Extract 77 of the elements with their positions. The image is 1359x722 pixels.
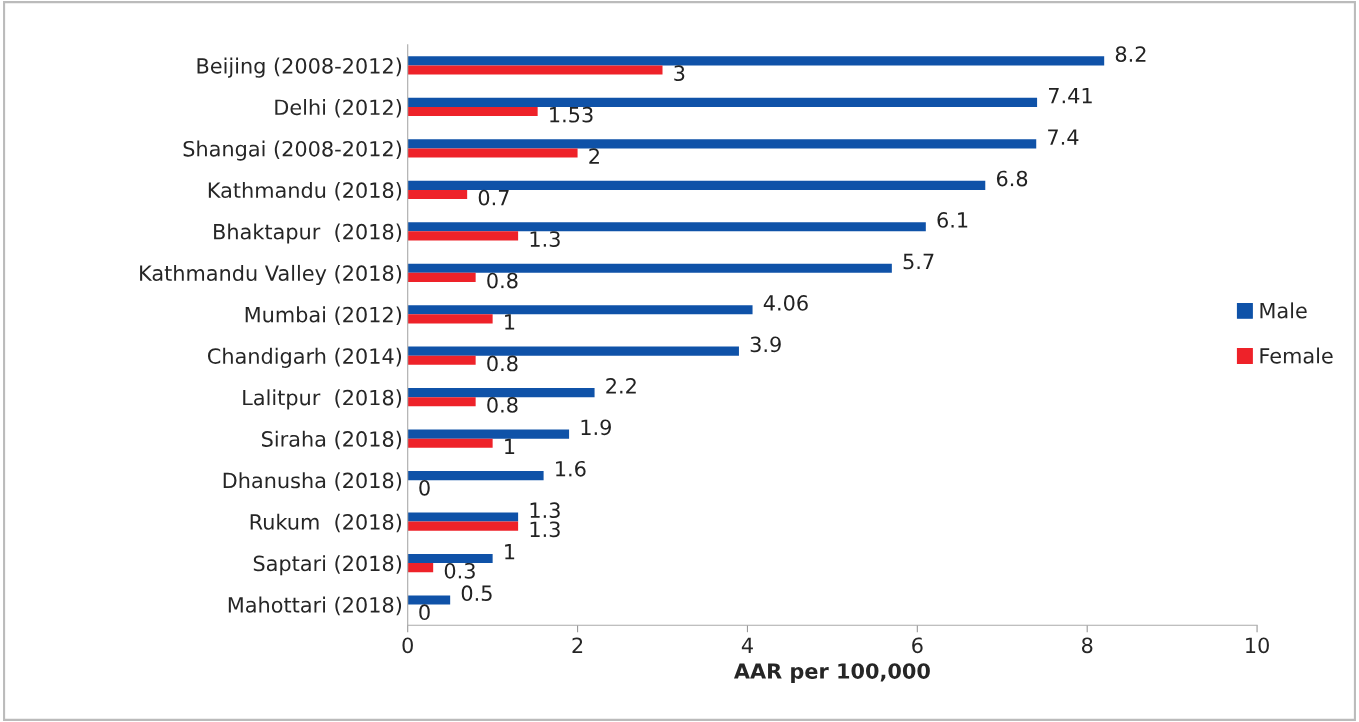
x-tick-label: 8 [1081, 637, 1093, 654]
bar [407, 148, 578, 158]
data-label: 0.5 [461, 585, 492, 602]
bar [407, 563, 434, 573]
data-label: 1 [505, 314, 515, 330]
y-tick-label: Lalitpur (2018) [243, 389, 402, 410]
data-label: 0.8 [487, 397, 518, 413]
y-tick-label: Mahottari (2018) [228, 596, 402, 616]
x-tick-label: 0 [402, 637, 413, 654]
data-label: 0.7 [478, 189, 509, 206]
y-tick-label: Siraha (2018) [262, 430, 402, 450]
data-label: 4.06 [763, 295, 808, 311]
bar [407, 65, 663, 75]
bar [407, 429, 570, 439]
bar [407, 139, 1037, 149]
data-label: 8.2 [1115, 46, 1146, 62]
bar [407, 222, 926, 232]
data-label: 1.53 [550, 106, 593, 123]
data-label: 5.7 [903, 253, 934, 270]
bar [407, 397, 476, 407]
data-label: 2 [589, 148, 599, 164]
data-label: 2.2 [606, 377, 636, 394]
bar [407, 231, 519, 241]
y-tick-label: Mumbai (2012) [245, 306, 402, 325]
x-axis-title: AAR per 100,000 [733, 663, 930, 683]
bar [407, 106, 538, 117]
data-label: 1 [505, 438, 515, 454]
bar [407, 388, 595, 398]
data-label: 0 [419, 479, 430, 496]
legend-label: Male [1260, 302, 1307, 319]
data-label: 0 [419, 604, 430, 621]
data-label: 6.8 [996, 170, 1028, 187]
x-tick-label: 10 [1246, 637, 1269, 654]
y-tick-label: Bhaktapur (2018) [214, 223, 402, 244]
data-label: 3 [674, 65, 685, 82]
bar [407, 189, 468, 200]
bar [407, 471, 544, 481]
y-tick-label: Chandigarh (2014) [207, 347, 402, 368]
y-tick-label: Delhi (2012) [275, 99, 402, 118]
y-tick-label: Kathmandu (2018) [208, 181, 402, 201]
x-tick-label: 4 [741, 637, 753, 653]
bar [407, 56, 1105, 66]
data-label: 1.3 [530, 502, 560, 519]
data-label: 1.6 [556, 460, 586, 477]
bar [407, 97, 1038, 107]
data-label: 7.41 [1048, 87, 1092, 104]
bar [407, 512, 519, 522]
data-label: 1.9 [581, 419, 611, 436]
bar [407, 314, 493, 324]
data-label: 1.3 [530, 231, 560, 247]
y-tick-label: Kathmandu Valley (2018) [140, 264, 402, 286]
data-label: 3.9 [750, 336, 781, 353]
bar [407, 553, 493, 564]
bar [407, 272, 476, 282]
data-label: 7.4 [1048, 129, 1079, 145]
bar [407, 180, 986, 190]
bar [407, 263, 892, 273]
y-tick-label: Dhanusha (2018) [223, 472, 402, 491]
y-tick-label: Saptari (2018) [253, 555, 402, 576]
data-label: 6.1 [937, 212, 968, 228]
y-tick-label: Beijing (2008-2012) [197, 57, 402, 78]
y-tick-label: Rukum (2018) [250, 513, 402, 533]
x-tick-label: 6 [912, 637, 923, 654]
y-tick-label: Shangai (2008-2012) [183, 140, 402, 161]
data-label: 0.8 [487, 355, 518, 372]
data-label: 1 [505, 544, 515, 560]
bar [407, 355, 476, 365]
bar [407, 305, 753, 315]
legend-label: Female [1260, 347, 1333, 364]
bar [407, 595, 451, 605]
x-tick-label: 2 [572, 637, 583, 653]
data-label: 1.3 [530, 521, 560, 538]
data-label: 0.3 [444, 562, 475, 579]
bar [407, 438, 493, 448]
bar [407, 521, 519, 531]
bar [407, 346, 739, 356]
data-label: 0.8 [487, 272, 518, 289]
